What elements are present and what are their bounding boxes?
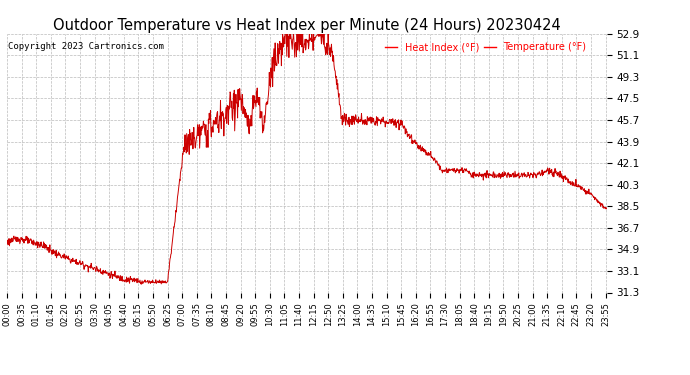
Title: Outdoor Temperature vs Heat Index per Minute (24 Hours) 20230424: Outdoor Temperature vs Heat Index per Mi…	[53, 18, 561, 33]
Text: Copyright 2023 Cartronics.com: Copyright 2023 Cartronics.com	[8, 42, 164, 51]
Legend: Heat Index (°F), Temperature (°F): Heat Index (°F), Temperature (°F)	[382, 39, 591, 56]
